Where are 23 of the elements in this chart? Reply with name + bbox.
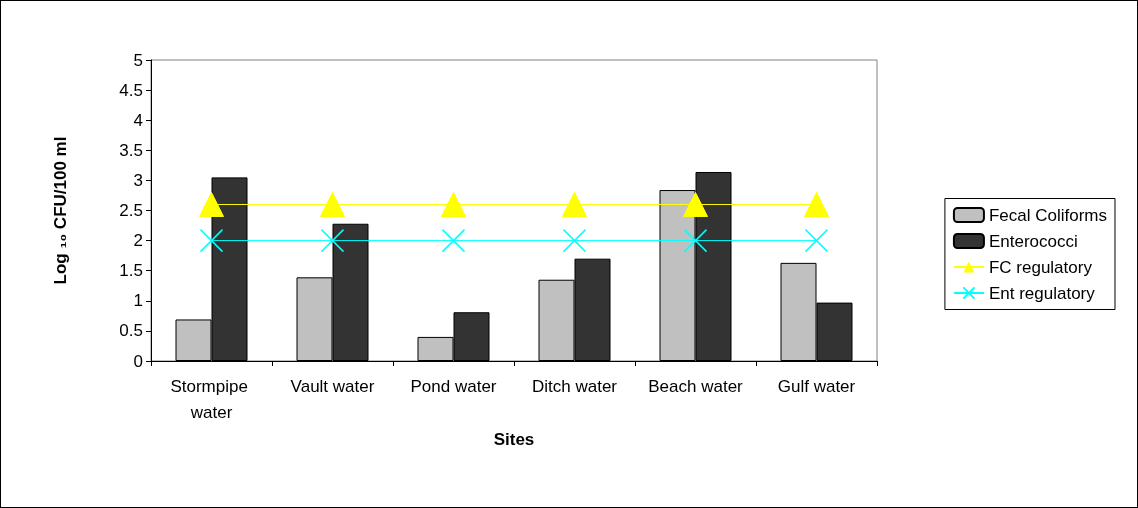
x-tick-label: Stormpipe water [170,376,253,422]
x-tick-label: Pond water [410,376,497,396]
y-tick-label: 1 [133,291,143,311]
y-tick-label: 2 [133,231,143,251]
x-tick-label: Gulf water [777,376,856,396]
x-tick-label: Beach water [648,376,744,396]
legend-label: Fecal Coliforms [988,205,1108,225]
y-tick-label: 0.5 [119,321,143,341]
y-tick-label: 4 [133,110,143,130]
y-axis-title: Log ₁₀ CFU/100 ml [51,136,70,285]
y-tick-label: 3.5 [119,140,143,160]
y-tick-label: 4.5 [119,80,143,100]
legend-label: Ent regulatory [988,283,1096,303]
x-axis-title: Sites [493,430,535,449]
x-tick-label: Vault water [290,376,375,396]
legend-label: Enterococci [988,231,1078,251]
y-tick-label: 1.5 [119,261,143,281]
x-tick-label: Ditch water [531,376,618,396]
y-tick-label: 0 [133,351,143,371]
y-tick-label: 5 [133,50,143,70]
legend-label: FC regulatory [988,257,1093,277]
y-tick-label: 2.5 [119,201,143,220]
y-tick-label: 3 [133,170,143,190]
